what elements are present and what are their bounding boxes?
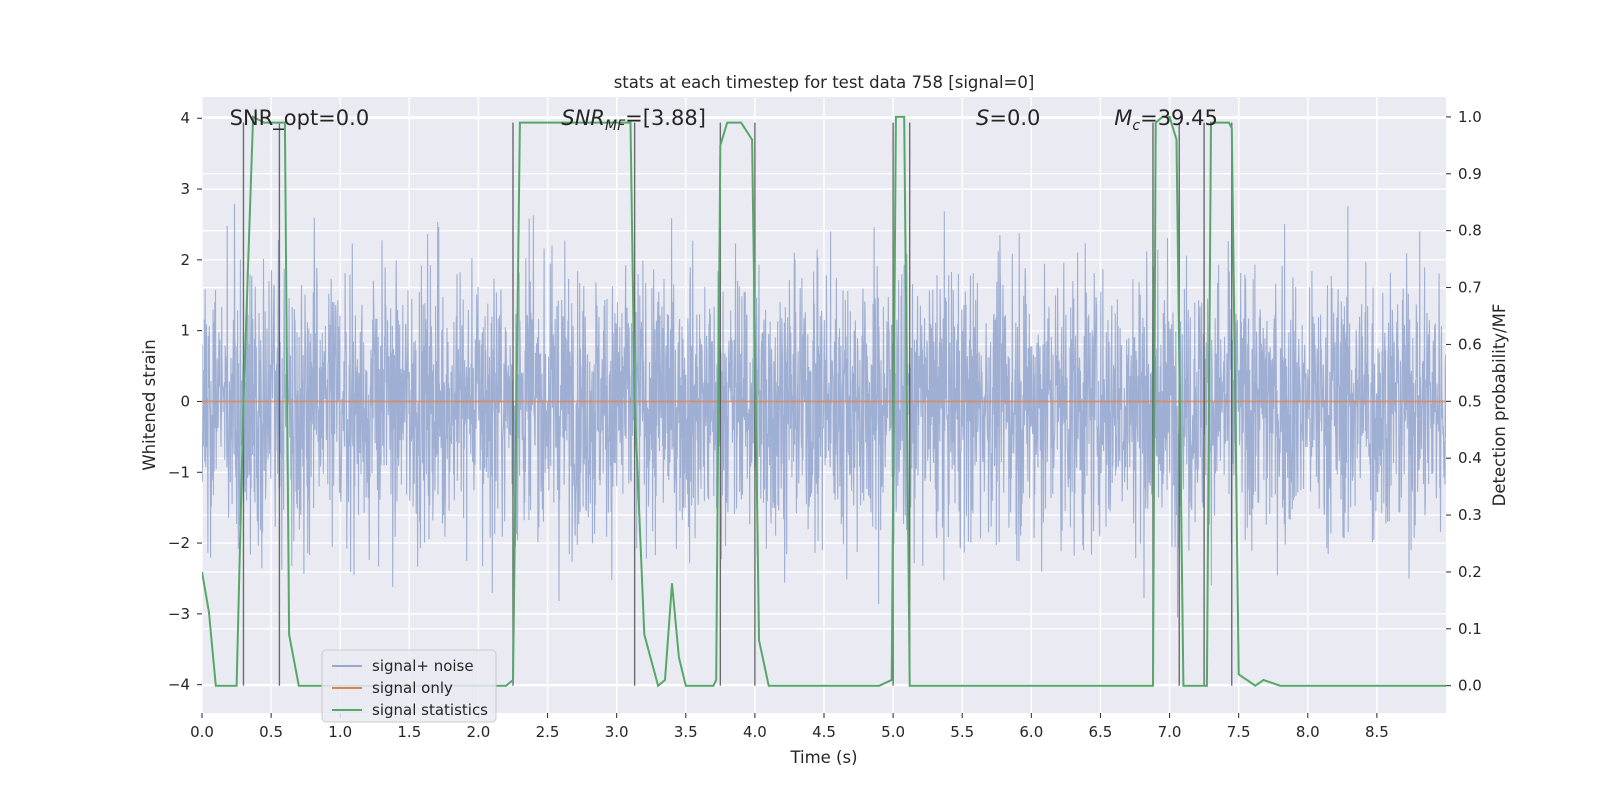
y-left-tick-label: 2 [180,251,190,269]
x-tick-label: 4.5 [812,723,836,741]
x-tick-label: 8.0 [1296,723,1320,741]
chart-title: stats at each timestep for test data 758… [614,73,1035,92]
y-left-tick-label: −4 [168,676,190,694]
legend-box [321,649,497,723]
series-signal-statistics [202,115,1446,688]
y-right-tick-label: 0.3 [1458,506,1482,524]
x-tick-label: 1.0 [328,723,352,741]
annotation-main: S [976,106,989,130]
y-right-tick-label: 0.6 [1458,335,1482,353]
annotation-subscript: c [1132,118,1140,134]
y-left-tick-label: −3 [168,605,190,623]
y-right-axis-label: Detection probability/MF [1490,304,1509,507]
y-left-tick-label: 3 [180,180,190,198]
y-right-tick-label: 0.2 [1458,563,1482,581]
x-tick-label: 7.5 [1227,723,1251,741]
annotation-rest: =0.0 [989,106,1040,130]
y-right-tick-label: 0.0 [1458,677,1482,695]
y-right-tick-label: 0.9 [1458,165,1482,183]
y-right-tick-label: 0.8 [1458,222,1482,240]
y-right-tick-label: 0.4 [1458,449,1482,467]
legend-label: signal only [372,679,453,697]
annotation-rest: =[3.88] [625,106,706,130]
x-tick-label: 0.0 [190,723,214,741]
y-left-tick-label: −1 [168,463,190,481]
annotation-3: Mc=39.45 [1114,106,1218,134]
x-tick-label: 0.5 [259,723,283,741]
y-left-tick-label: 1 [180,322,190,340]
y-left-tick-labels: −4 −3 −2 −1 0 1 2 3 4 [168,109,202,694]
y-right-tick-label: 0.1 [1458,620,1482,638]
y-right-tick-labels: 0.0 0.1 0.2 0.3 0.4 0.5 0.6 0.7 0.8 0.9 1.0 [1446,108,1482,695]
x-tick-labels: 0.0 0.5 1.0 1.5 2.0 2.5 3.0 3.5 4.0 4.5 5.0 5.5 6.0 6… [190,713,1389,741]
x-tick-label: 1.5 [397,723,421,741]
legend-label: signal+ noise [372,657,474,675]
y-left-tick-label: 4 [180,109,190,127]
annotation-main: SNR [561,106,605,130]
annotation-1: SNRMF=[3.88] [561,106,706,134]
x-axis-label: Time (s) [789,748,857,767]
y-right-tick-label: 0.5 [1458,392,1482,410]
x-tick-label: 7.0 [1158,723,1182,741]
x-tick-label: 5.0 [881,723,905,741]
series-signal-noise [202,203,1446,618]
x-tick-label: 6.0 [1019,723,1043,741]
y-left-tick-label: −2 [168,534,190,552]
x-tick-label: 8.5 [1365,723,1389,741]
legend-label: signal statistics [372,701,488,719]
annotation-0: SNR_opt=0.0 [230,106,370,131]
y-left-axis-label: Whitened strain [140,339,159,470]
y-right-tick-label: 1.0 [1458,108,1482,126]
x-tick-label: 4.0 [743,723,767,741]
x-tick-label: 3.5 [674,723,698,741]
x-tick-label: 6.5 [1089,723,1113,741]
annotation-rest: =39.45 [1140,106,1218,130]
annotation-subscript: MF [605,118,626,134]
y-left-tick-label: 0 [180,392,190,410]
y-right-tick-label: 0.7 [1458,279,1482,297]
annotation-main: SNR_opt=0.0 [230,106,370,131]
legend: signal+ noise signal only signal statistic… [321,649,497,723]
x-tick-label: 2.0 [467,723,491,741]
x-tick-label: 3.0 [605,723,629,741]
annotation-2: S=0.0 [976,106,1040,130]
x-tick-label: 2.5 [536,723,560,741]
x-tick-label: 5.5 [950,723,974,741]
annotation-main: M [1114,106,1132,130]
